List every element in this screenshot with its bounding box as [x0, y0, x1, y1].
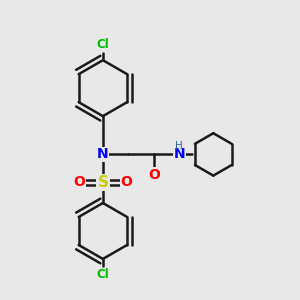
- Text: O: O: [74, 176, 85, 189]
- Text: H: H: [175, 141, 183, 151]
- Text: N: N: [174, 147, 185, 161]
- Text: S: S: [98, 175, 108, 190]
- Text: N: N: [97, 147, 109, 161]
- Text: Cl: Cl: [97, 38, 109, 51]
- Text: O: O: [148, 168, 160, 182]
- Text: O: O: [121, 176, 132, 189]
- Text: Cl: Cl: [97, 268, 109, 281]
